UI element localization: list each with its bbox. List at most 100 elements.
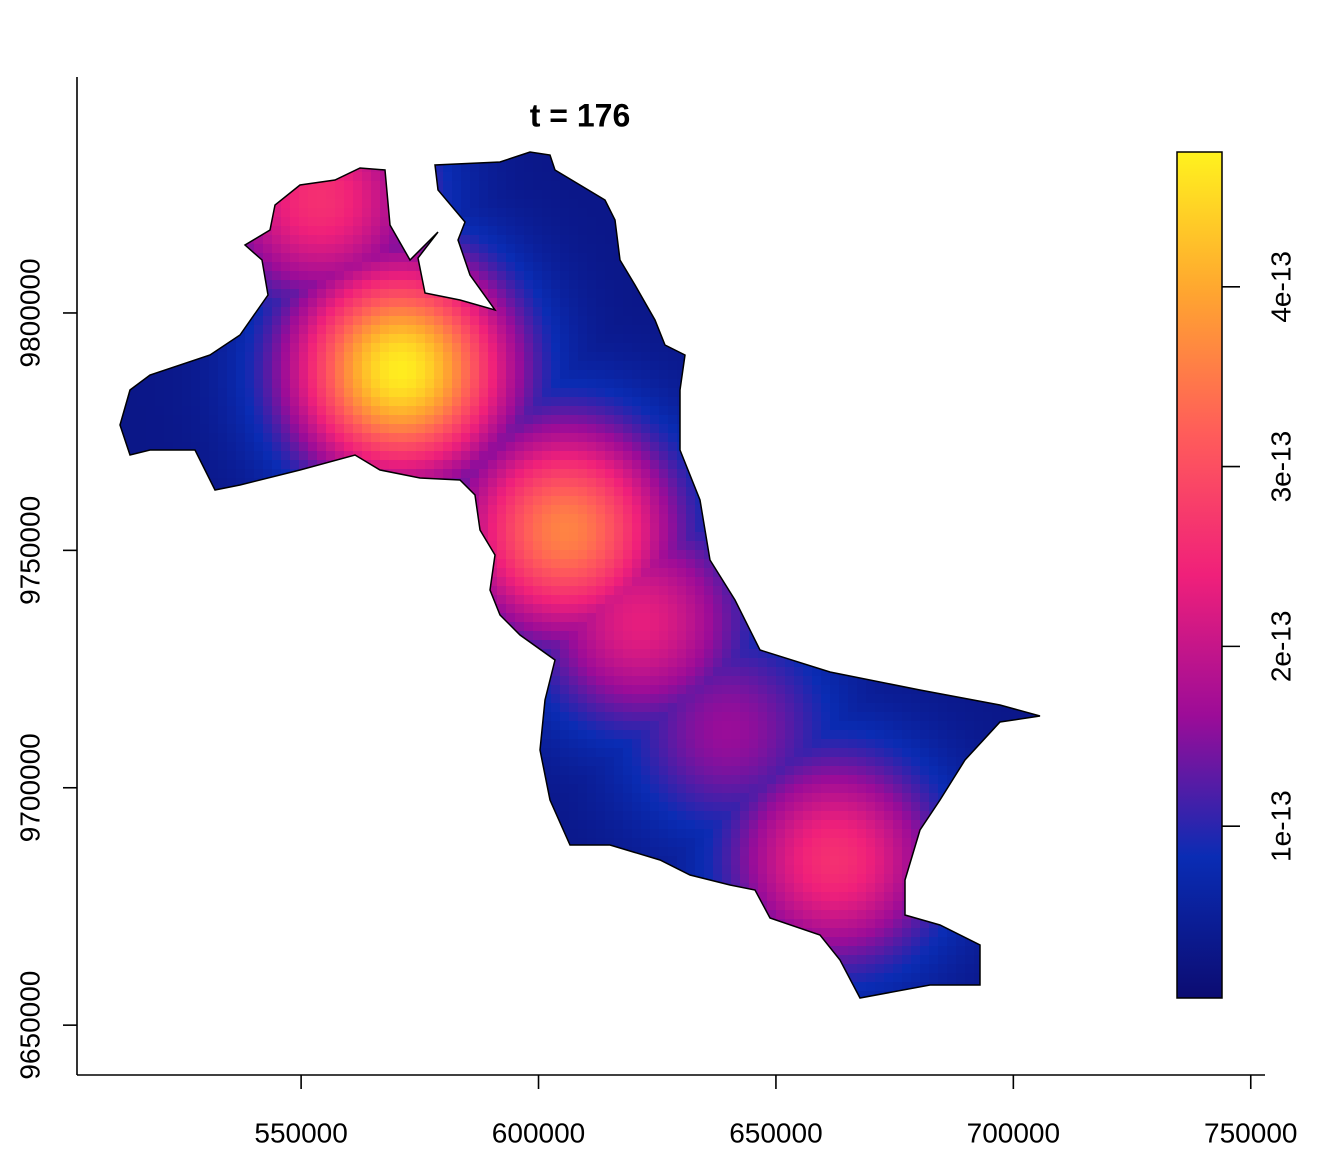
- raster-cell: [461, 469, 471, 479]
- raster-cell: [569, 289, 579, 299]
- raster-cell: [479, 514, 489, 524]
- raster-cell: [120, 874, 129, 884]
- raster-cell: [281, 271, 291, 281]
- raster-cell: [299, 658, 309, 668]
- raster-cell: [335, 721, 345, 731]
- raster-cell: [569, 190, 579, 200]
- raster-cell: [443, 595, 453, 605]
- raster-cell: [434, 649, 444, 659]
- raster-cell: [479, 820, 489, 830]
- raster-cell: [299, 820, 309, 830]
- raster-cell: [389, 460, 399, 470]
- raster-cell: [398, 199, 408, 209]
- raster-cell: [380, 622, 390, 632]
- raster-cell: [407, 595, 417, 605]
- raster-cell: [398, 658, 408, 668]
- raster-cell: [551, 910, 561, 920]
- raster-cell: [479, 910, 489, 920]
- raster-cell: [209, 280, 219, 290]
- raster-cell: [461, 1000, 471, 1010]
- raster-cell: [227, 152, 237, 155]
- raster-cell: [407, 703, 417, 713]
- raster-cell: [416, 298, 426, 308]
- raster-cell: [533, 181, 543, 191]
- raster-cell: [461, 379, 471, 389]
- raster-cell: [542, 487, 552, 497]
- raster-cell: [281, 190, 291, 200]
- raster-cell: [461, 973, 471, 983]
- raster-cell: [290, 388, 300, 398]
- raster-cell: [461, 649, 471, 659]
- raster-cell: [407, 433, 417, 443]
- raster-cell: [128, 676, 138, 686]
- raster-cell: [182, 505, 192, 515]
- raster-cell: [515, 226, 525, 236]
- raster-cell: [308, 172, 318, 182]
- raster-cell: [236, 577, 246, 587]
- raster-cell: [371, 676, 381, 686]
- raster-cell: [407, 352, 417, 362]
- raster-cell: [308, 478, 318, 488]
- raster-cell: [398, 820, 408, 830]
- raster-cell: [488, 856, 498, 866]
- raster-cell: [497, 190, 507, 200]
- raster-cell: [506, 919, 516, 929]
- raster-cell: [227, 919, 237, 929]
- raster-cell: [560, 532, 570, 542]
- raster-cell: [110, 424, 120, 434]
- raster-cell: [281, 505, 291, 515]
- raster-cell: [416, 820, 426, 830]
- raster-cell: [164, 325, 174, 335]
- raster-cell: [128, 595, 138, 605]
- raster-cell: [362, 712, 372, 722]
- raster-cell: [137, 343, 147, 353]
- raster-cell: [326, 784, 336, 794]
- raster-cell: [227, 172, 237, 182]
- raster-cell: [362, 883, 372, 893]
- raster-cell: [281, 820, 291, 830]
- raster-cell: [110, 964, 120, 974]
- raster-cell: [209, 217, 219, 227]
- raster-cell: [542, 172, 552, 182]
- raster-cell: [371, 397, 381, 407]
- raster-cell: [236, 658, 246, 668]
- raster-cell: [209, 793, 219, 803]
- raster-cell: [272, 397, 282, 407]
- raster-cell: [380, 397, 390, 407]
- raster-cell: [443, 235, 453, 245]
- raster-cell: [218, 253, 228, 263]
- raster-cell: [128, 298, 138, 308]
- raster-cell: [281, 604, 291, 614]
- raster-cell: [164, 199, 174, 209]
- raster-cell: [263, 388, 273, 398]
- raster-cell: [371, 235, 381, 245]
- raster-cell: [551, 739, 561, 749]
- raster-cell: [344, 865, 354, 875]
- raster-cell: [479, 829, 489, 839]
- raster-cell: [164, 1000, 174, 1010]
- raster-cell: [569, 163, 579, 173]
- raster-cell: [560, 802, 570, 812]
- raster-cell: [452, 424, 462, 434]
- raster-cell: [110, 523, 120, 533]
- raster-cell: [542, 820, 552, 830]
- raster-cell: [479, 523, 489, 533]
- raster-cell: [308, 532, 318, 542]
- raster-cell: [470, 460, 480, 470]
- raster-cell: [164, 694, 174, 704]
- raster-cell: [155, 973, 165, 983]
- raster-cell: [281, 955, 291, 965]
- raster-cell: [173, 721, 183, 731]
- raster-cell: [515, 559, 525, 569]
- raster-cell: [452, 685, 462, 695]
- raster-cell: [344, 793, 354, 803]
- raster-cell: [560, 514, 570, 524]
- raster-cell: [227, 613, 237, 623]
- raster-cell: [560, 874, 570, 884]
- raster-cell: [182, 244, 192, 254]
- raster-cell: [209, 964, 219, 974]
- raster-cell: [299, 802, 309, 812]
- raster-cell: [272, 991, 282, 998]
- raster-cell: [254, 748, 264, 758]
- raster-cell: [128, 235, 138, 245]
